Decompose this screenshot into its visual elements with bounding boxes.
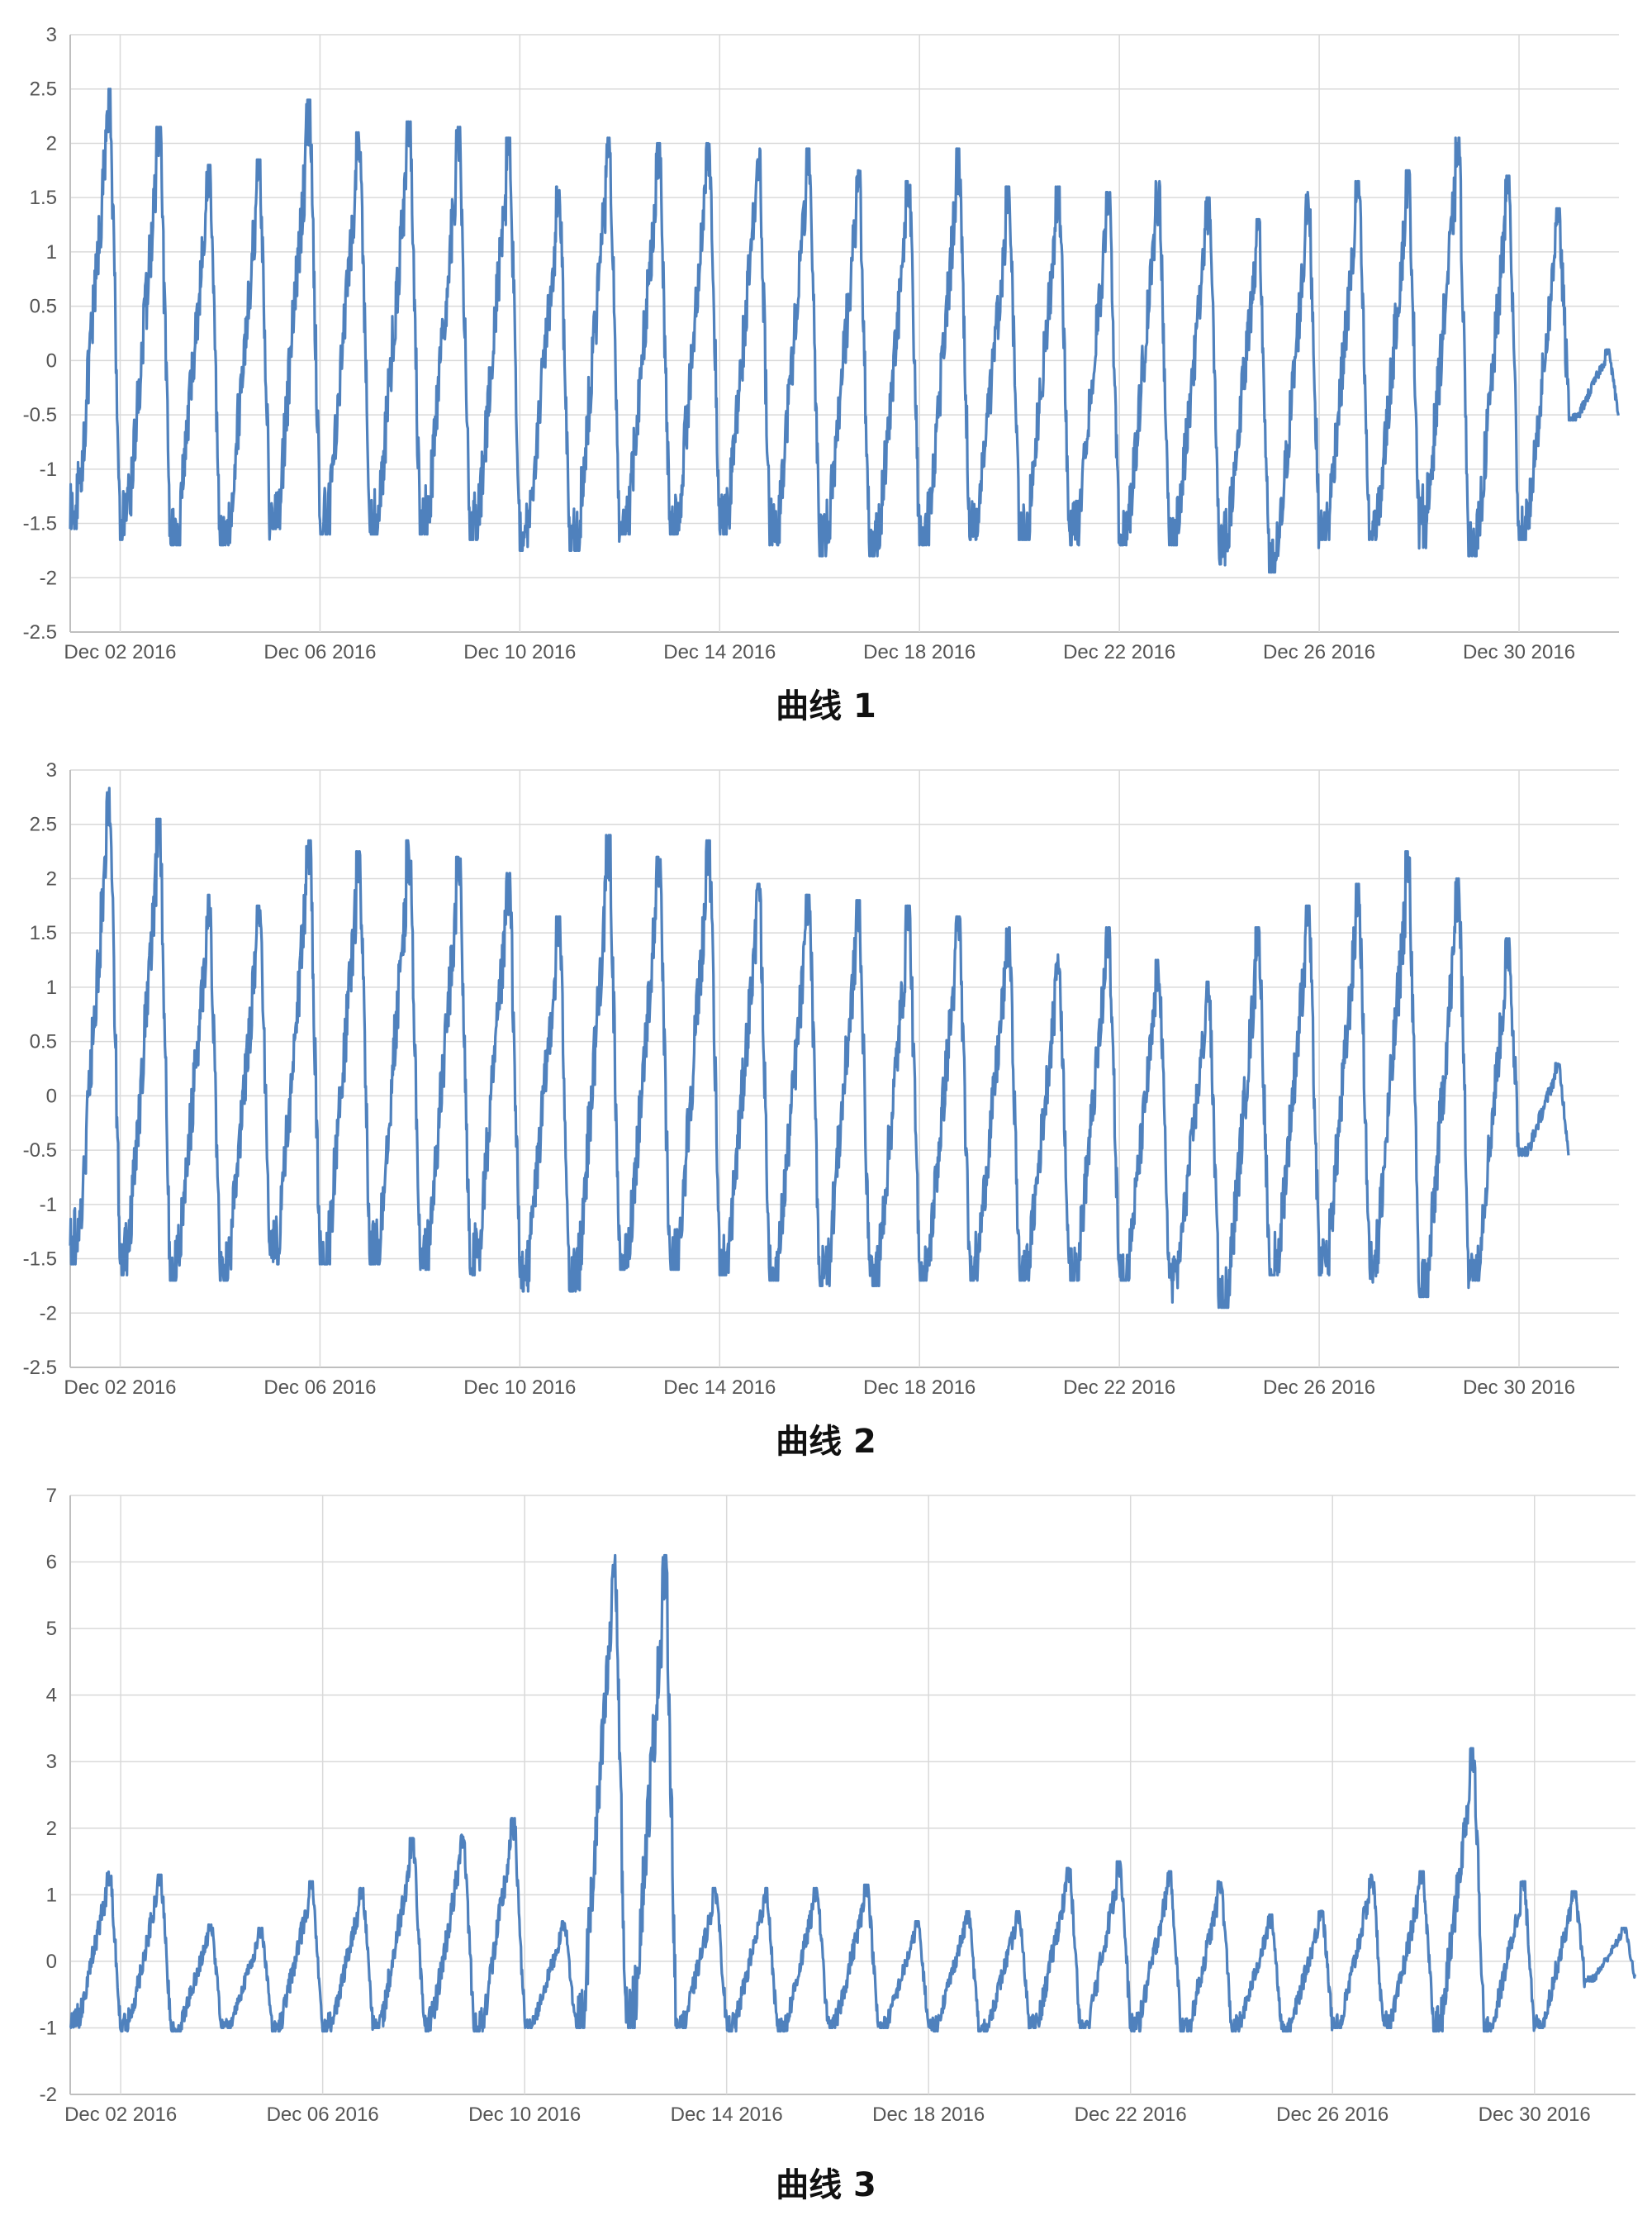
x-tick-label: Dec 22 2016 [1063,1376,1175,1399]
y-tick-label: 2.5 [30,814,57,836]
x-tick-label: Dec 30 2016 [1463,641,1575,663]
y-tick-label: -1 [40,1194,57,1216]
y-tick-label: 1 [46,977,57,999]
y-tick-label: -2 [40,1302,57,1324]
chart-panel-2: -2.5 -2 -1.5 -1 -0.5 0 0.5 1 1.5 2 2.5 3 Dec 02 2016… [0,735,1652,1462]
chart-caption-2: 曲线 2 [776,1423,876,1461]
y-tick-label: -1 [40,459,57,481]
series-line [69,88,1620,574]
x-tick-label: Dec 18 2016 [863,641,976,663]
y-tick-label: 1 [46,241,57,264]
y-tick-label: -1.5 [23,513,57,535]
x-tick-label: Dec 02 2016 [64,1376,176,1399]
x-tick-label: Dec 22 2016 [1063,641,1175,663]
y-tick-label: 2 [46,868,57,890]
y-tick-label: -2 [40,2084,57,2106]
y-tick-label: 0 [46,1085,57,1107]
y-tick-label: 1.5 [30,187,57,209]
y-tick-label: -2 [40,567,57,589]
y-tick-label: 4 [46,1685,57,1707]
y-tick-label: -2.5 [23,1357,57,1379]
y-tick-label: 3 [46,1751,57,1773]
x-tick-label: Dec 02 2016 [64,641,176,663]
x-tick-label: Dec 30 2016 [1463,1376,1575,1399]
y-tick-label: 1.5 [30,922,57,944]
y-tick-label: 3 [46,759,57,782]
y-tick-label: 0 [46,349,57,372]
y-tick-label: -1.5 [23,1248,57,1271]
y-tick-label: 7 [46,1485,57,1507]
x-tick-label: Dec 14 2016 [663,641,776,663]
y-tick-label: 6 [46,1552,57,1574]
x-tick-label: Dec 06 2016 [267,2104,379,2126]
x-tick-label: Dec 10 2016 [463,1376,576,1399]
chart-panel-1: -2.5 -2 -1.5 -1 -0.5 0 0.5 1 1.5 2 2.5 3 Dec 02 2016… [0,0,1652,727]
series-line [69,787,1570,1310]
y-tick-label: 0.5 [30,1031,57,1053]
x-tick-label: Dec 06 2016 [263,1376,376,1399]
x-tick-label: Dec 26 2016 [1276,2104,1389,2126]
y-tick-label: -0.5 [23,1139,57,1162]
line-chart-1: -2.5 -2 -1.5 -1 -0.5 0 0.5 1 1.5 2 2.5 3 Dec 02 2016… [23,24,1620,663]
x-tick-label: Dec 10 2016 [463,641,576,663]
y-tick-label: 2.5 [30,78,57,101]
chart-caption-1: 曲线 1 [776,687,876,725]
y-tick-label: -2.5 [23,621,57,644]
y-tick-label: 0.5 [30,296,57,318]
line-chart-2: -2.5 -2 -1.5 -1 -0.5 0 0.5 1 1.5 2 2.5 3 Dec 02 2016… [23,759,1619,1399]
x-tick-label: Dec 22 2016 [1075,2104,1187,2126]
y-tick-label: 1 [46,1884,57,1906]
x-tick-label: Dec 26 2016 [1263,1376,1375,1399]
x-tick-label: Dec 26 2016 [1263,641,1375,663]
y-tick-label: -0.5 [23,404,57,426]
chart-caption-3: 曲线 3 [776,2166,876,2204]
x-tick-label: Dec 18 2016 [872,2104,985,2126]
y-tick-label: 5 [46,1618,57,1640]
y-tick-label: 2 [46,132,57,154]
x-tick-label: Dec 18 2016 [863,1376,976,1399]
y-tick-label: 2 [46,1818,57,1840]
x-tick-label: Dec 14 2016 [663,1376,776,1399]
line-chart-3: -2 -1 0 1 2 3 4 5 6 7 Dec 02 2016 Dec 06 2016 Dec 10… [40,1485,1636,2126]
x-tick-label: Dec 10 2016 [468,2104,581,2126]
y-tick-label: 3 [46,24,57,46]
x-tick-label: Dec 14 2016 [671,2104,783,2126]
y-tick-label: 0 [46,1951,57,1973]
x-tick-label: Dec 30 2016 [1479,2104,1591,2126]
series-line [69,1553,1636,2033]
chart-panel-3: -2 -1 0 1 2 3 4 5 6 7 Dec 02 2016 Dec 06 2016 Dec 10… [0,1471,1652,2214]
y-tick-label: -1 [40,2017,57,2039]
x-tick-label: Dec 06 2016 [263,641,376,663]
x-tick-label: Dec 02 2016 [64,2104,177,2126]
